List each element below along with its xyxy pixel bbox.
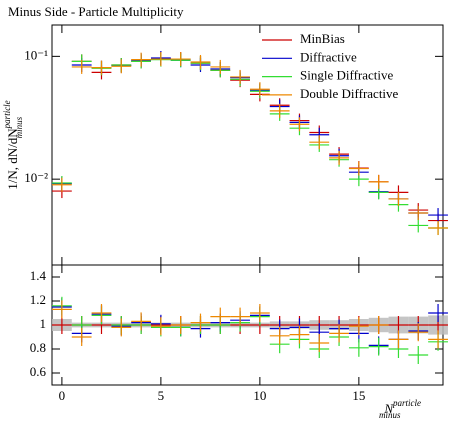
ratio-point	[190, 313, 211, 332]
y-axis-label: 1/N, dN/dNparticle minus	[2, 100, 24, 189]
ratio-y-tick-label: 0.6	[30, 364, 47, 379]
ratio-point	[91, 304, 112, 322]
x-tick-label: 15	[352, 388, 365, 403]
ratio-point	[329, 324, 349, 343]
data-point	[348, 161, 369, 176]
data-point	[210, 59, 231, 74]
ratio-point	[368, 337, 389, 356]
ratio-point	[71, 328, 92, 346]
data-point	[428, 208, 448, 223]
legend-label: Diffractive	[300, 49, 357, 64]
ratio-point	[428, 304, 448, 322]
data-point	[131, 52, 151, 67]
legend-label: Single Diffractive	[300, 68, 393, 83]
data-point	[190, 54, 211, 69]
ratio-y-tick-label: 1	[40, 316, 47, 331]
ratio-point	[150, 317, 171, 336]
x-label-main: N	[383, 401, 394, 416]
y-tick-label: 10⁻²	[24, 170, 48, 185]
chart-title: Minus Side - Particle Multiplicity	[8, 4, 184, 19]
data-point	[52, 177, 72, 192]
ratio-point	[388, 330, 409, 349]
ratio-point	[368, 316, 389, 334]
ratio-point	[249, 304, 270, 322]
ratio-point	[289, 325, 310, 344]
ratio-point	[170, 316, 191, 334]
legend-label: MinBias	[300, 31, 345, 46]
data-point	[368, 174, 389, 189]
y-tick-label: 10⁻¹	[24, 47, 48, 62]
ratio-point	[131, 312, 151, 331]
x-label-sub: minus	[379, 410, 401, 420]
main-frame	[51, 24, 444, 266]
data-point	[428, 221, 448, 236]
ratio-point	[408, 346, 429, 364]
data-point	[329, 150, 349, 165]
y-label-main: 1/N, dN/dN	[5, 128, 20, 190]
ratio-point	[269, 326, 290, 345]
data-point	[170, 52, 191, 67]
data-point	[269, 103, 290, 118]
ratio-point	[230, 307, 250, 326]
ratio-y-tick-label: 1.2	[30, 292, 46, 307]
data-point	[309, 135, 330, 150]
data-point	[388, 191, 409, 206]
x-label-sup: particle	[392, 398, 421, 408]
data-point	[230, 69, 250, 84]
x-tick-label: 10	[253, 388, 266, 403]
data-point	[408, 218, 429, 233]
data-point	[150, 52, 171, 67]
ratio-y-tick-label: 0.8	[30, 340, 46, 355]
y-label-sub: minus	[14, 116, 24, 138]
data-point	[408, 206, 429, 221]
ratio-point	[52, 316, 72, 334]
x-tick-label: 0	[59, 388, 66, 403]
data-point	[289, 117, 310, 132]
legend-label: Double Diffractive	[300, 86, 399, 101]
ratio-point	[309, 334, 330, 352]
x-tick-label: 5	[158, 388, 165, 403]
ratio-point	[52, 300, 72, 319]
y-label-sup: particle	[2, 100, 12, 129]
ratio-point	[408, 323, 429, 342]
ratio-point	[348, 317, 369, 336]
data-point	[91, 60, 112, 75]
data-point	[249, 82, 270, 97]
ratio-point	[111, 318, 132, 337]
ratio-y-tick-label: 1.4	[30, 268, 47, 283]
ratio-point	[210, 307, 231, 326]
x-axis-label: Nparticle minus	[379, 398, 421, 420]
ratio-point	[348, 338, 369, 357]
data-point	[111, 59, 132, 74]
ratio-point	[428, 330, 448, 349]
data-point	[71, 59, 92, 74]
